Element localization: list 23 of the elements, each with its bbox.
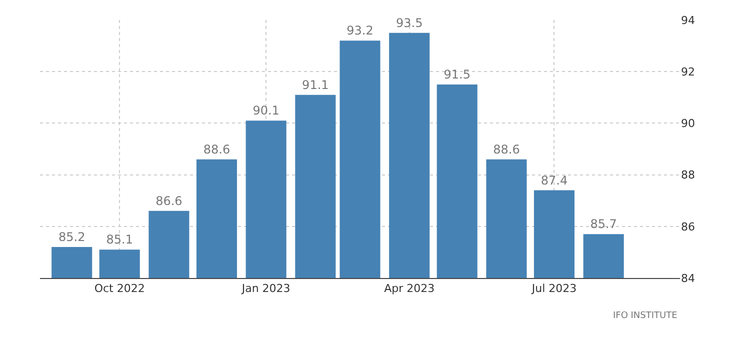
data-label: 88.6 [203,142,230,156]
y-tick-label: 92 [681,65,695,78]
data-label: 91.1 [302,78,329,92]
y-tick-label: 88 [681,168,695,182]
data-label: 85.7 [590,217,617,232]
x-tick-label: Jul 2023 [530,282,577,296]
data-label: 85.2 [58,230,86,244]
text: IFO INSTITUTE [613,311,678,321]
y-tick-label: 94 [681,14,695,27]
data-label: 93.5 [396,16,423,30]
x-tick-label: Apr 2023 [384,282,435,296]
data-label: 85.1 [106,232,133,247]
data-label: 90.1 [252,104,280,118]
data-label: 93.2 [346,24,374,38]
x-tick-label: Oct 2022 [94,282,145,296]
data-label: 88.6 [493,142,520,156]
x-tick-label: Jan 2023 [240,282,290,296]
y-tick-label: 84 [681,272,695,285]
data-label: 87.4 [540,173,568,188]
data-label: 86.6 [156,194,182,208]
data-label: 91.5 [444,68,470,82]
y-tick-label: 90 [681,117,695,130]
y-tick-label: 86 [681,220,695,234]
